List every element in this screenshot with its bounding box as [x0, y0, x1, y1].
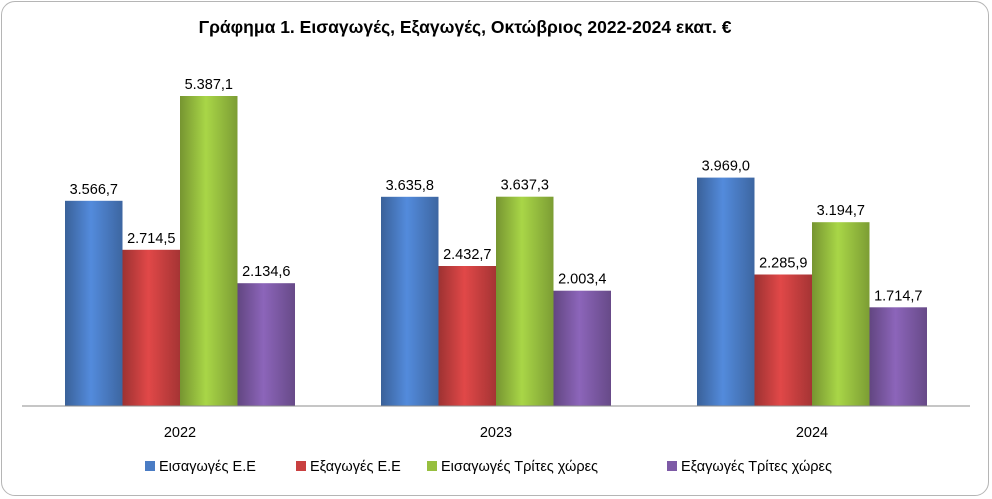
legend-item-4: Εξαγωγές Τρίτες χώρες [667, 459, 832, 475]
legend-item-2: Εξαγωγές Ε.Ε [296, 459, 401, 475]
bar-2023-series-1 [381, 196, 439, 406]
bar-2024-series-1 [697, 177, 755, 406]
bar-2024-series-4 [869, 307, 927, 406]
chart-title: Γράφημα 1. Εισαγωγές, Εξαγωγές, Οκτώβριο… [198, 17, 732, 37]
x-tick-label: 2023 [480, 425, 512, 441]
legend-label: Εισαγωγές Ε.Ε [159, 459, 256, 475]
bar-2023-series-3 [496, 196, 554, 406]
legend-swatch [667, 461, 677, 471]
bar-2022-series-2 [122, 249, 180, 406]
value-label-2024-series-2: 2.285,9 [759, 256, 807, 272]
value-label-2023-series-4: 2.003,4 [558, 272, 606, 288]
bar-2024-series-3 [812, 222, 870, 406]
legend-label: Εξαγωγές Ε.Ε [310, 459, 401, 475]
legend-label: Εισαγωγές Τρίτες χώρες [441, 459, 598, 475]
bar-2024-series-2 [754, 274, 812, 406]
value-label-2024-series-4: 1.714,7 [874, 288, 922, 304]
legend-item-1: Εισαγωγές Ε.Ε [145, 459, 256, 475]
bar-2022-series-3 [180, 96, 238, 406]
value-label-2024-series-1: 3.969,0 [702, 159, 750, 175]
value-label-2022-series-4: 2.134,6 [242, 264, 290, 280]
bar-2022-series-4 [237, 283, 295, 406]
bar-2023-series-2 [438, 266, 496, 406]
x-tick-label: 2022 [164, 425, 196, 441]
value-label-2023-series-1: 3.635,8 [386, 178, 434, 194]
value-label-2022-series-1: 3.566,7 [70, 182, 118, 198]
value-label-2022-series-3: 5.387,1 [185, 77, 233, 93]
legend-swatch [145, 461, 155, 471]
value-label-2023-series-2: 2.432,7 [443, 247, 491, 263]
value-label-2022-series-2: 2.714,5 [127, 231, 175, 247]
legend-swatch [427, 461, 437, 471]
bar-2022-series-1 [65, 200, 123, 406]
legend-label: Εξαγωγές Τρίτες χώρες [681, 459, 832, 475]
bar-2023-series-4 [553, 290, 611, 406]
legend-item-3: Εισαγωγές Τρίτες χώρες [427, 459, 598, 475]
value-label-2024-series-3: 3.194,7 [817, 203, 865, 219]
value-label-2023-series-3: 3.637,3 [501, 178, 549, 194]
x-tick-label: 2024 [796, 425, 828, 441]
legend-swatch [296, 461, 306, 471]
